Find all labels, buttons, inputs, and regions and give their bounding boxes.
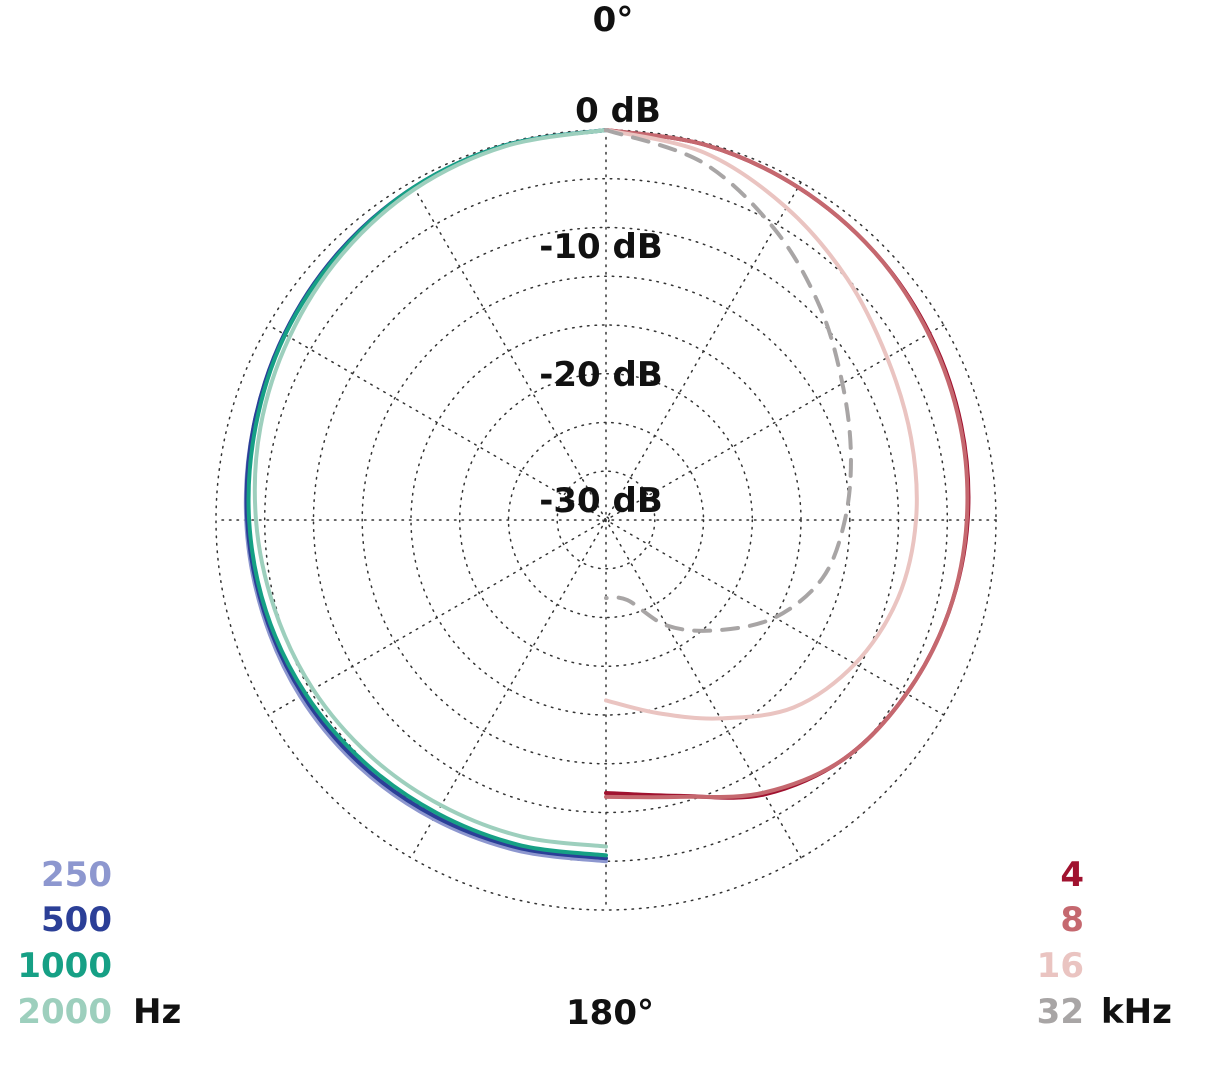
legend-left-500: 500 [41, 900, 112, 940]
radial-label-minus30db: -30 dB [539, 481, 663, 521]
legend-right-32: 32 [1037, 992, 1084, 1032]
radial-label-minus20db: -20 dB [539, 355, 663, 395]
polar-curves [243, 128, 971, 864]
legend-right-8: 8 [1060, 900, 1084, 940]
angle-label-bottom: 180° [566, 993, 654, 1033]
legend-left-unit: Hz [133, 992, 181, 1032]
grid-spoke [410, 181, 802, 859]
series-line-2000 [252, 128, 608, 849]
grid-ring [263, 177, 949, 863]
series-line-16 [604, 128, 919, 721]
legend-left-2000: 2000 [17, 992, 112, 1032]
legend-left-250: 250 [41, 855, 112, 895]
legend-right-4: 4 [1060, 855, 1084, 895]
radial-label-minus10db: -10 dB [539, 227, 663, 267]
radial-label-0db: 0 dB [575, 91, 661, 131]
grid-ring [458, 372, 754, 668]
angle-label-top: 0° [593, 0, 634, 40]
legend-left-1000: 1000 [17, 946, 112, 986]
grid-center [602, 516, 610, 524]
series-line-32 [604, 128, 853, 633]
grid-ring [556, 470, 656, 570]
grid-ring [361, 275, 851, 765]
series-line-8 [604, 128, 970, 800]
legend-right-16: 16 [1037, 946, 1084, 986]
legend-right-unit: kHz [1101, 992, 1172, 1032]
